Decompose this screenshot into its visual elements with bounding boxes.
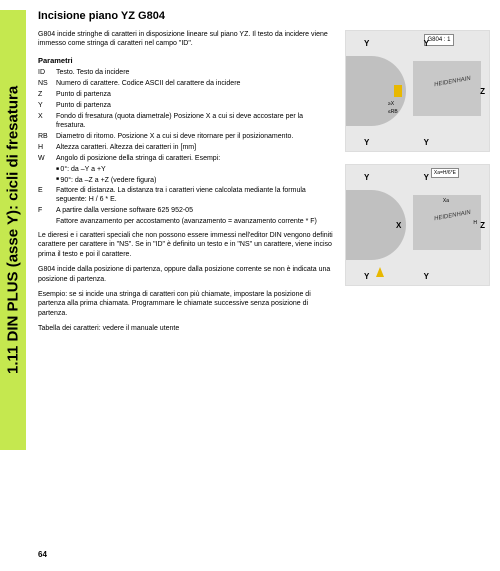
body-text: Esempio: se si incide una stringa di car…: [38, 290, 333, 318]
axis-label-y: Y: [424, 173, 429, 182]
body-text: Tabella dei caratteri: vedere il manuale…: [38, 324, 333, 333]
axis-label-y: Y: [364, 39, 369, 48]
param-id: ID: [38, 68, 56, 77]
param-row: YPunto di partenza: [38, 101, 333, 110]
sub-text: Fattore avanzamento per accostamento (av…: [38, 217, 333, 226]
param-desc: Fattore di distanza. La distanza tra i c…: [56, 186, 333, 205]
param-row: EFattore di distanza. La distanza tra i …: [38, 186, 333, 205]
axis-label-y: Y: [364, 138, 369, 147]
param-id: E: [38, 186, 56, 205]
tool-icon: [394, 85, 402, 97]
workpiece-face: [413, 61, 481, 116]
page-number: 64: [38, 550, 47, 559]
axis-label-z: Z: [480, 87, 485, 96]
param-desc: A partire dalla versione software 625 95…: [56, 206, 333, 215]
param-id: W: [38, 154, 56, 163]
param-id: X: [38, 112, 56, 131]
param-row: IDTesto. Testo da incidere: [38, 68, 333, 77]
axis-label-y: Y: [424, 272, 429, 281]
sub-bullet: 90°: da –Z a +Z (vedere figura): [38, 176, 333, 185]
param-id: NS: [38, 79, 56, 88]
main-content: Incisione piano YZ G804 G804 incide stri…: [38, 10, 333, 340]
intro-text: G804 incide stringhe di caratteri in dis…: [38, 30, 333, 48]
param-id: RB: [38, 132, 56, 141]
param-desc: Altezza caratteri. Altezza dei caratteri…: [56, 143, 333, 152]
section-tab: 1.11 DIN PLUS (asse Y): cicli di fresatu…: [0, 10, 26, 450]
sub-bullet: 0°: da –Y a +Y: [38, 165, 333, 174]
body-text: G804 incide dalla posizione di partenza,…: [38, 265, 333, 284]
param-row: FA partire dalla versione software 625 9…: [38, 206, 333, 215]
param-desc: Numero di carattere. Codice ASCII del ca…: [56, 79, 333, 88]
param-desc: Punto di partenza: [56, 90, 333, 99]
param-header: Parametri: [38, 56, 333, 65]
param-desc: Diametro di ritorno. Posizione X a cui s…: [56, 132, 333, 141]
param-row: XFondo di fresatura (quota diametrale) P…: [38, 112, 333, 131]
page-title: Incisione piano YZ G804: [38, 10, 333, 22]
axis-label-y: Y: [364, 272, 369, 281]
figure-1: G804 : 1 HEIDENHAIN Y Y X Z Y Y ≥X ≤RB: [345, 30, 490, 152]
param-row: NSNumero di carattere. Codice ASCII del …: [38, 79, 333, 88]
figure-2: Xa=H/6*E HEIDENHAIN Y Y X Z Y Y H Xa: [345, 164, 490, 286]
dimension-formula: Xa=H/6*E: [431, 168, 459, 178]
axis-label-z: Z: [480, 221, 485, 230]
axis-label-y: Y: [424, 138, 429, 147]
param-row: ZPunto di partenza: [38, 90, 333, 99]
dim-label: ≥X: [388, 101, 394, 107]
param-row: WAngolo di posizione della stringa di ca…: [38, 154, 333, 163]
dim-label: ≤RB: [388, 109, 398, 115]
param-id: F: [38, 206, 56, 215]
axis-label-y: Y: [424, 39, 429, 48]
param-desc: Testo. Testo da incidere: [56, 68, 333, 77]
param-desc: Fondo di fresatura (quota diametrale) Po…: [56, 112, 333, 131]
axis-label-y: Y: [364, 173, 369, 182]
param-id: H: [38, 143, 56, 152]
param-id: Z: [38, 90, 56, 99]
tool-icon: [376, 267, 384, 277]
param-id: Y: [38, 101, 56, 110]
body-text: Le dieresi e i caratteri speciali che no…: [38, 231, 333, 259]
param-desc: Angolo di posizione della stringa di car…: [56, 154, 333, 163]
axis-label-x: X: [396, 221, 401, 230]
dim-label: H: [473, 220, 477, 226]
param-row: HAltezza caratteri. Altezza dei caratter…: [38, 143, 333, 152]
dim-label: Xa: [443, 198, 449, 204]
figures-column: G804 : 1 HEIDENHAIN Y Y X Z Y Y ≥X ≤RB X…: [345, 30, 490, 298]
param-desc: Punto di partenza: [56, 101, 333, 110]
param-row: RBDiametro di ritorno. Posizione X a cui…: [38, 132, 333, 141]
